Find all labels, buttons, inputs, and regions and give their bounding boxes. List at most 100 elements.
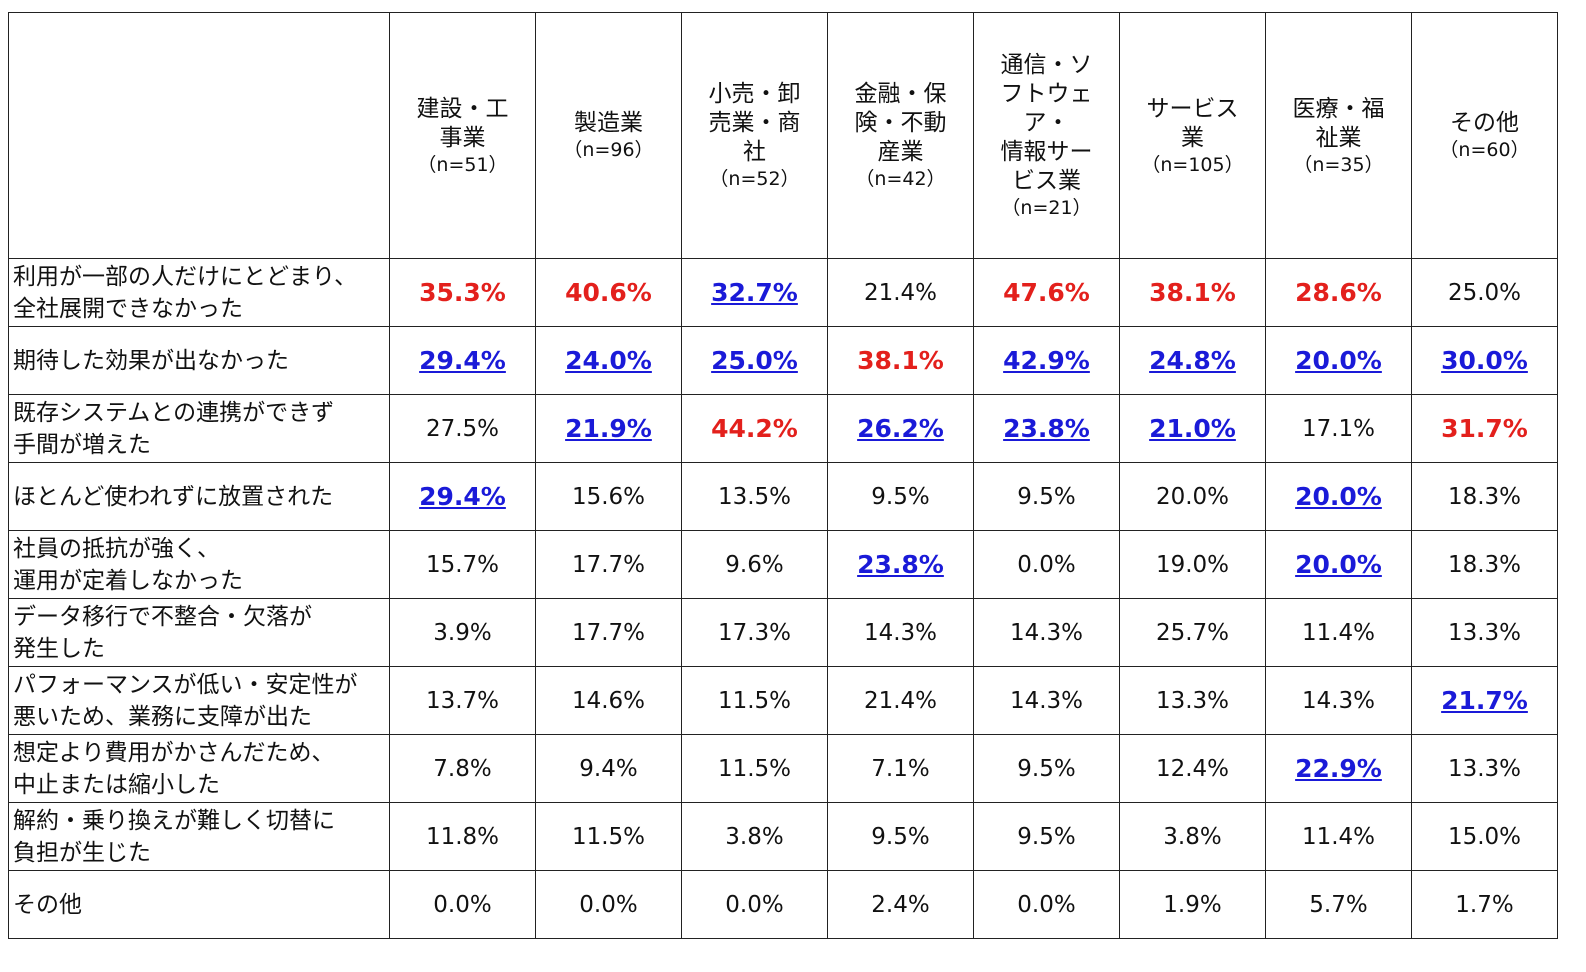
value: 11.5% xyxy=(717,687,792,714)
value-highlight: 47.6% xyxy=(1003,278,1090,307)
value: 9.5% xyxy=(871,483,930,510)
value-cell: 18.3% xyxy=(1411,530,1558,599)
value-highlight: 21.7% xyxy=(1441,686,1528,715)
value-cell: 31.7% xyxy=(1411,394,1558,463)
value: 0.0% xyxy=(579,891,638,918)
column-header: 製造業 （n=96） xyxy=(535,12,682,259)
value: 9.5% xyxy=(1017,823,1076,850)
corner-cell xyxy=(8,12,390,259)
value-cell: 21.9% xyxy=(535,394,682,463)
row-label-line: 全社展開できなかった xyxy=(13,295,243,322)
value-highlight: 30.0% xyxy=(1441,346,1528,375)
column-name-line: 金融・保 xyxy=(854,81,947,107)
column-name-line: 小売・卸 xyxy=(708,81,801,107)
value-cell: 23.8% xyxy=(827,530,974,599)
value: 21.4% xyxy=(863,687,938,714)
value-cell: 44.2% xyxy=(681,394,828,463)
value: 11.5% xyxy=(571,823,646,850)
value-highlight: 20.0% xyxy=(1295,550,1382,579)
value-cell: 17.3% xyxy=(681,598,828,667)
value-cell: 38.1% xyxy=(1119,258,1266,327)
value: 14.3% xyxy=(1009,687,1084,714)
value-highlight: 20.0% xyxy=(1295,482,1382,511)
column-name-line: サービス xyxy=(1146,95,1239,122)
value: 18.3% xyxy=(1447,483,1522,510)
value-cell: 3.8% xyxy=(681,802,828,871)
column-name-line: 事業 xyxy=(439,124,486,151)
value-cell: 22.9% xyxy=(1265,734,1412,803)
value: 17.7% xyxy=(571,619,646,646)
value-cell: 14.3% xyxy=(973,666,1120,735)
column-name-line: ア・ xyxy=(1023,110,1070,136)
column-header: 医療・福 祉業 （n=35） xyxy=(1265,12,1412,259)
value-cell: 14.3% xyxy=(1265,666,1412,735)
value-cell: 3.9% xyxy=(389,598,536,667)
data-row: 解約・乗り換えが難しく切替に 負担が生じた 11.8% 11.5% 3.8% 9.5% 9.… xyxy=(8,802,1558,871)
value-cell: 9.4% xyxy=(535,734,682,803)
value: 13.3% xyxy=(1155,687,1230,714)
value-highlight: 21.0% xyxy=(1149,414,1236,443)
table-body: 建設・工 事業 （n=51） 製造業 （n=96） 小売・卸 売業・商社 （n=52） 金融・保… xyxy=(8,12,1558,939)
value-highlight: 44.2% xyxy=(711,414,798,443)
value-cell: 11.5% xyxy=(681,734,828,803)
value-cell: 42.9% xyxy=(973,326,1120,395)
column-header: その他 （n=60） xyxy=(1411,12,1558,259)
data-row: 社員の抵抗が強く、 運用が定着しなかった 15.7% 17.7% 9.6% 23.8% 0.… xyxy=(8,530,1558,599)
value-cell: 13.3% xyxy=(1119,666,1266,735)
row-label-line: 中止または縮小した xyxy=(13,771,220,798)
value-cell: 11.4% xyxy=(1265,802,1412,871)
value: 15.7% xyxy=(425,551,500,578)
value-cell: 0.0% xyxy=(681,870,828,939)
row-label-line: 想定より費用がかさんだため、 xyxy=(13,739,335,766)
value-highlight: 23.8% xyxy=(857,550,944,579)
value-cell: 9.5% xyxy=(973,734,1120,803)
value-cell: 15.6% xyxy=(535,462,682,531)
value-cell: 7.1% xyxy=(827,734,974,803)
column-n: （n=35） xyxy=(1293,153,1384,176)
data-row: その他 0.0% 0.0% 0.0% 2.4% 0.0% 1.9% 5.7% 1.7% xyxy=(8,870,1558,939)
value-cell: 17.1% xyxy=(1265,394,1412,463)
value: 17.3% xyxy=(717,619,792,646)
column-name-line: 建設・工 xyxy=(416,95,509,122)
value: 13.3% xyxy=(1447,755,1522,782)
value-highlight: 23.8% xyxy=(1003,414,1090,443)
value: 1.9% xyxy=(1163,891,1222,918)
value: 3.9% xyxy=(433,619,492,646)
value-cell: 21.7% xyxy=(1411,666,1558,735)
column-name-line: 険・不動 xyxy=(854,110,947,136)
value-cell: 29.4% xyxy=(389,462,536,531)
value: 9.6% xyxy=(725,551,784,578)
column-header: 小売・卸 売業・商社 （n=52） xyxy=(681,12,828,259)
column-name-line: 祉業 xyxy=(1315,124,1362,151)
value-cell: 1.9% xyxy=(1119,870,1266,939)
value: 11.4% xyxy=(1301,823,1376,850)
value: 2.4% xyxy=(871,891,930,918)
value-cell: 1.7% xyxy=(1411,870,1558,939)
value-cell: 20.0% xyxy=(1265,530,1412,599)
data-row: ほとんど使われずに放置された 29.4% 15.6% 13.5% 9.5% 9.5% 20.… xyxy=(8,462,1558,531)
column-name-line: 製造業 xyxy=(574,110,643,136)
value-cell: 30.0% xyxy=(1411,326,1558,395)
value-cell: 23.8% xyxy=(973,394,1120,463)
column-name-line: 産業 xyxy=(877,139,924,165)
value-cell: 13.3% xyxy=(1411,734,1558,803)
value-cell: 13.3% xyxy=(1411,598,1558,667)
value-cell: 24.8% xyxy=(1119,326,1266,395)
value: 17.7% xyxy=(571,551,646,578)
data-row: 期待した効果が出なかった 29.4% 24.0% 25.0% 38.1% 42.9% 24.… xyxy=(8,326,1558,395)
column-name-line: 業 xyxy=(1181,124,1204,151)
row-label: 既存システムとの連携ができず 手間が増えた xyxy=(8,394,390,463)
value-cell: 38.1% xyxy=(827,326,974,395)
value: 21.4% xyxy=(863,279,938,306)
row-label-line: 期待した効果が出なかった xyxy=(13,347,289,374)
value-cell: 25.7% xyxy=(1119,598,1266,667)
column-name-line: 情報サー xyxy=(1000,139,1093,165)
data-row: 既存システムとの連携ができず 手間が増えた 27.5% 21.9% 44.2% 26.2%… xyxy=(8,394,1558,463)
value-highlight: 29.4% xyxy=(419,482,506,511)
value-cell: 0.0% xyxy=(973,530,1120,599)
value-cell: 9.5% xyxy=(973,462,1120,531)
value: 20.0% xyxy=(1155,483,1230,510)
value-highlight: 24.0% xyxy=(565,346,652,375)
row-label-line: 解約・乗り換えが難しく切替に xyxy=(13,807,335,834)
column-n: （n=52） xyxy=(709,168,800,190)
